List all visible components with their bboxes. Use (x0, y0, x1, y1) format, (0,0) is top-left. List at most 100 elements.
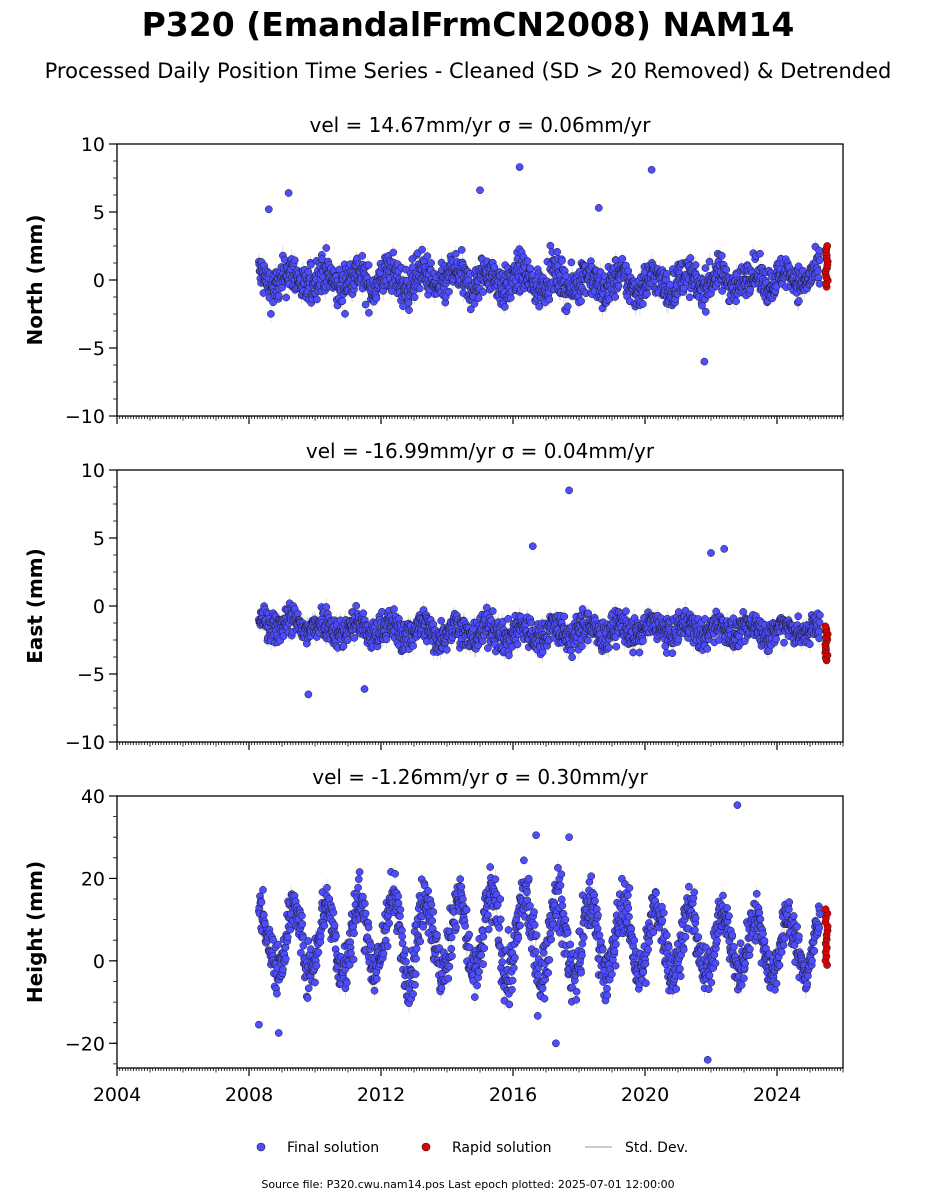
north-final-point (698, 301, 706, 310)
north-final-point (399, 302, 407, 311)
north-final-point (415, 284, 424, 293)
north-y-tick-label: −5 (77, 338, 105, 360)
north-final-point (558, 256, 566, 265)
north-final-point (594, 204, 603, 212)
height-final-point (530, 908, 538, 916)
east-final-point (560, 612, 569, 621)
height-final-point (470, 993, 479, 1001)
height-final-point (566, 940, 575, 949)
height-final-point (383, 942, 392, 951)
height-final-point (448, 952, 456, 960)
height-y-tick-label: 40 (81, 786, 105, 808)
height-final-point (323, 883, 331, 892)
height-final-point (531, 947, 540, 956)
height-final-point (283, 933, 292, 942)
height-final-point (544, 968, 553, 977)
east-final-point (772, 635, 780, 643)
north-final-point (814, 267, 822, 276)
east-final-point (604, 643, 613, 652)
height-final-point (756, 915, 765, 923)
height-final-point (359, 892, 367, 901)
east-final-point (578, 642, 586, 651)
height-final-point (645, 938, 654, 946)
north-final-point (685, 293, 694, 302)
height-final-point (495, 923, 504, 932)
height-final-point (713, 936, 721, 945)
north-final-point (365, 308, 373, 317)
north-final-point (546, 241, 555, 250)
height-final-point (259, 886, 267, 894)
east-final-point (352, 601, 361, 610)
height-final-point (746, 945, 754, 954)
height-final-point (639, 968, 648, 976)
east-y-tick-label: −5 (77, 664, 105, 686)
height-final-point (462, 906, 471, 914)
height-final-point (504, 926, 513, 934)
north-final-point (611, 293, 620, 301)
height-final-point (676, 964, 684, 973)
north-final-point (815, 279, 824, 288)
height-final-point (526, 902, 534, 910)
height-y-tick-label: 0 (93, 951, 105, 973)
height-final-point (345, 961, 354, 969)
height-final-point (496, 895, 505, 903)
height-final-point (779, 941, 788, 950)
north-final-point (466, 305, 475, 314)
height-final-point (484, 911, 492, 919)
height-final-point (815, 923, 824, 932)
north-panel: vel = 14.67mm/yr σ = 0.06mm/yr North (mm… (23, 113, 844, 428)
height-final-point (530, 921, 539, 929)
height-final-point (545, 956, 554, 964)
north-final-point (701, 307, 710, 316)
height-final-point (459, 895, 467, 903)
north-final-point (307, 260, 315, 269)
height-final-point (411, 981, 419, 989)
north-final-point (553, 247, 562, 256)
height-final-point (760, 936, 769, 945)
height-final-point (534, 970, 542, 979)
east-plot-area (255, 486, 832, 699)
legend-stddev-label: Std. Dev. (625, 1140, 688, 1156)
north-final-point (457, 246, 466, 254)
east-final-point (815, 634, 824, 643)
east-rapid-point (821, 622, 830, 631)
east-final-point (668, 649, 677, 658)
north-final-point (666, 280, 675, 289)
north-x-minor-ticks (116, 416, 844, 421)
north-final-point (526, 264, 535, 273)
north-y-tick-label: 10 (81, 134, 105, 156)
height-final-point (572, 987, 581, 996)
east-final-point (629, 648, 637, 657)
east-final-point (780, 638, 788, 647)
height-final-point (342, 978, 351, 987)
north-final-solution-points (255, 163, 824, 366)
east-final-point (322, 603, 331, 611)
height-final-point (772, 979, 781, 988)
height-final-point (691, 926, 699, 934)
height-final-point (516, 921, 524, 930)
height-final-point (477, 951, 486, 959)
height-final-point (557, 870, 566, 879)
height-final-point (520, 856, 528, 865)
height-final-point (594, 911, 602, 920)
height-final-point (784, 905, 793, 914)
north-final-point (662, 269, 671, 278)
height-final-point (366, 941, 375, 950)
height-rapid-point (821, 905, 830, 914)
north-y-tick-label: 5 (93, 202, 105, 224)
height-final-point (691, 914, 700, 923)
height-final-point (595, 931, 604, 940)
height-final-point (672, 985, 681, 993)
height-final-point (587, 872, 596, 881)
height-final-point (514, 934, 523, 942)
height-final-point (723, 904, 731, 912)
height-plot-area (255, 801, 832, 1064)
height-final-point (281, 955, 290, 963)
height-final-point (803, 980, 812, 988)
north-final-point (361, 300, 370, 309)
east-final-point (527, 618, 536, 627)
height-final-point (299, 941, 308, 950)
north-final-point (284, 189, 293, 197)
north-final-point (264, 205, 273, 214)
height-final-point (719, 891, 727, 900)
